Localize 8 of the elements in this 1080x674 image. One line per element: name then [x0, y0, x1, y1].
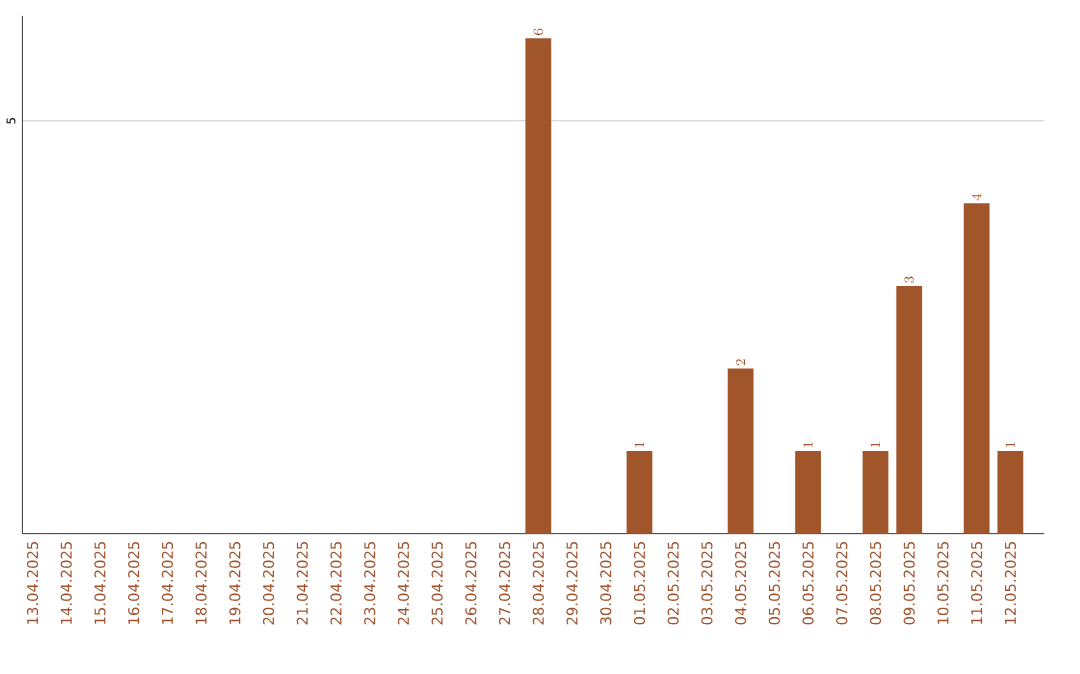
bar	[525, 37, 552, 534]
bar	[626, 450, 653, 534]
bar	[795, 450, 821, 534]
bar	[963, 203, 990, 534]
bar	[862, 450, 889, 534]
bar	[727, 368, 754, 534]
bar	[896, 285, 923, 534]
bar	[997, 450, 1024, 534]
